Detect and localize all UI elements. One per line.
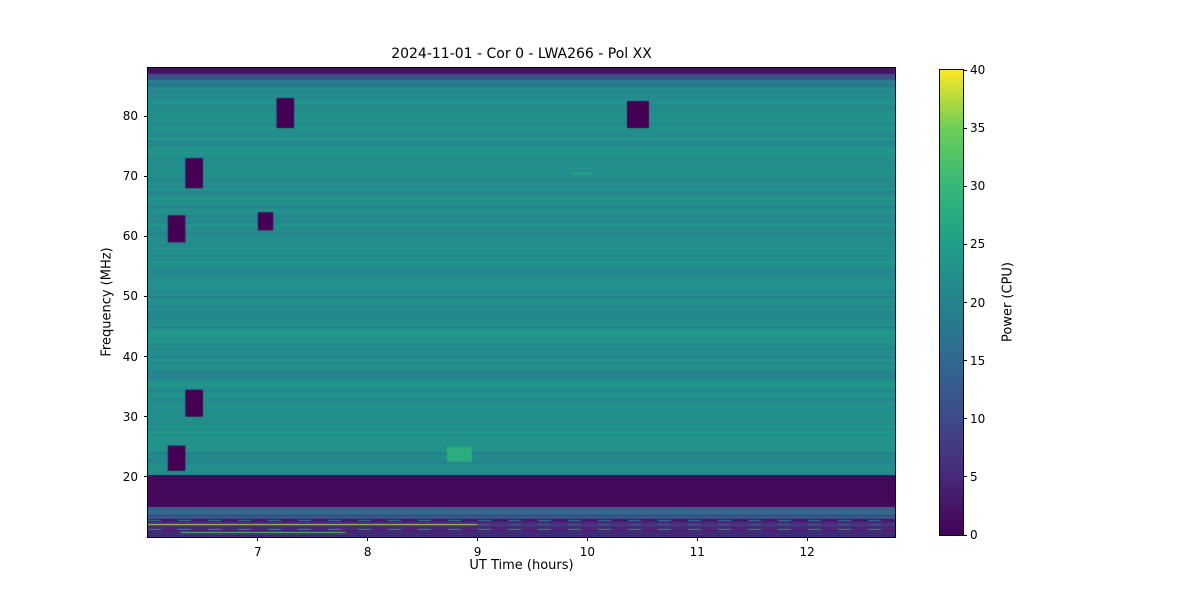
- x-tick-label: 10: [579, 545, 596, 559]
- colorbar-tick-mark: [963, 69, 967, 71]
- y-tick-label: 20: [122, 469, 138, 484]
- colorbar-tick-mark: [963, 302, 967, 303]
- y-tick-mark: [144, 476, 148, 478]
- x-axis-label: UT Time (hours): [469, 558, 574, 573]
- x-tick-mark: [806, 537, 808, 541]
- colorbar-tick-label: 0: [970, 528, 978, 542]
- plot-border: [147, 67, 896, 538]
- x-tick-mark: [696, 537, 698, 541]
- x-tick-mark: [586, 537, 588, 541]
- y-tick-label: 30: [122, 409, 138, 424]
- y-tick-label: 50: [122, 289, 138, 304]
- colorbar-tick-mark: [963, 534, 967, 536]
- y-tick-mark: [144, 235, 148, 237]
- x-tick-label: 11: [689, 545, 705, 559]
- colorbar-tick-label: 30: [970, 179, 986, 194]
- y-tick-label: 80: [122, 109, 138, 124]
- y-tick-mark: [144, 175, 148, 177]
- colorbar-tick-mark: [963, 476, 967, 478]
- colorbar-tick-label: 5: [970, 469, 978, 484]
- y-tick-label: 40: [122, 349, 138, 364]
- y-tick-mark: [144, 416, 148, 418]
- y-tick-label: 60: [122, 229, 138, 244]
- y-tick-mark: [144, 295, 148, 297]
- colorbar-tick-label: 10: [970, 411, 986, 426]
- x-tick-label: 9: [473, 545, 482, 559]
- y-tick-mark: [144, 356, 148, 358]
- chart-title: 2024-11-01 - Cor 0 - LWA266 - Pol XX: [391, 46, 652, 62]
- colorbar-tick-label: 15: [970, 353, 986, 368]
- colorbar-tick-label: 35: [970, 121, 986, 136]
- colorbar-tick-mark: [963, 127, 967, 129]
- x-tick-mark: [477, 537, 479, 541]
- y-tick-mark: [144, 115, 148, 117]
- colorbar-tick-label: 20: [970, 295, 986, 310]
- colorbar-tick-label: 25: [970, 237, 986, 252]
- colorbar-tick-mark: [963, 360, 967, 362]
- colorbar-tick-mark: [963, 185, 967, 187]
- x-tick-label: 12: [799, 545, 815, 559]
- x-tick-label: 7: [254, 545, 262, 559]
- colorbar-canvas: [940, 70, 963, 535]
- colorbar-tick-mark: [963, 243, 967, 245]
- colorbar-tick-label: 40: [970, 63, 986, 77]
- x-tick-mark: [367, 537, 369, 541]
- colorbar-tick-mark: [963, 418, 967, 420]
- heatmap-canvas: [148, 68, 895, 537]
- x-tick-label: 8: [363, 545, 372, 559]
- x-tick-mark: [257, 537, 259, 541]
- colorbar-label: Power (CPU): [1000, 261, 1016, 343]
- y-tick-label: 70: [122, 169, 138, 184]
